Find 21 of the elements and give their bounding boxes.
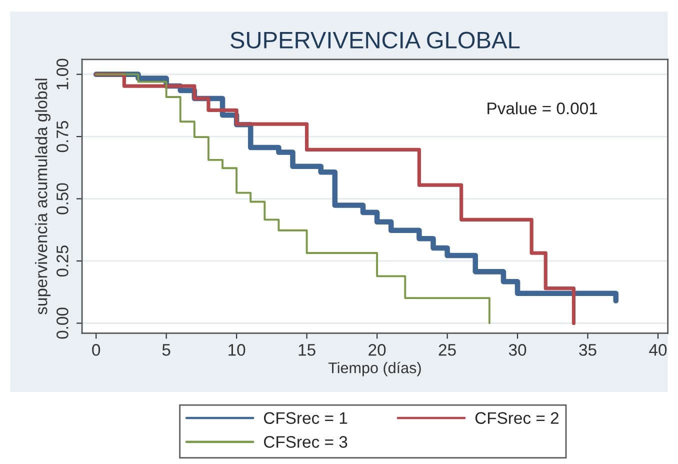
x-tick-label: 0 (92, 344, 100, 356)
y-tick-label: 0.75 (56, 121, 68, 152)
legend-label: CFSrec = 2 (475, 412, 558, 424)
x-tick-label: 25 (438, 344, 456, 356)
y-tick-label: 0.50 (56, 183, 68, 214)
legend-label: CFSrec = 3 (264, 436, 348, 448)
x-tick-label: 15 (298, 344, 316, 356)
y-tick-label: 0.00 (56, 308, 68, 339)
x-tick-label: 5 (162, 344, 170, 356)
y-tick-label: 1.00 (56, 58, 68, 90)
chart-title: SUPERVIVENCIA GLOBAL (230, 32, 520, 49)
x-tick-label: 40 (649, 344, 667, 356)
x-tick-label: 10 (228, 344, 246, 356)
x-tick-label: 20 (368, 344, 386, 356)
y-axis-title: supervivencia acumulada global (34, 78, 51, 314)
x-tick-label: 30 (508, 344, 526, 356)
annotation: Pvalue = 0.001 (488, 102, 598, 114)
x-tick-label: 35 (579, 344, 596, 356)
legend-label: CFSrec = 1 (264, 412, 348, 424)
y-tick-label: 0.25 (56, 245, 68, 277)
x-axis-title: Tiempo (días) (328, 362, 421, 376)
